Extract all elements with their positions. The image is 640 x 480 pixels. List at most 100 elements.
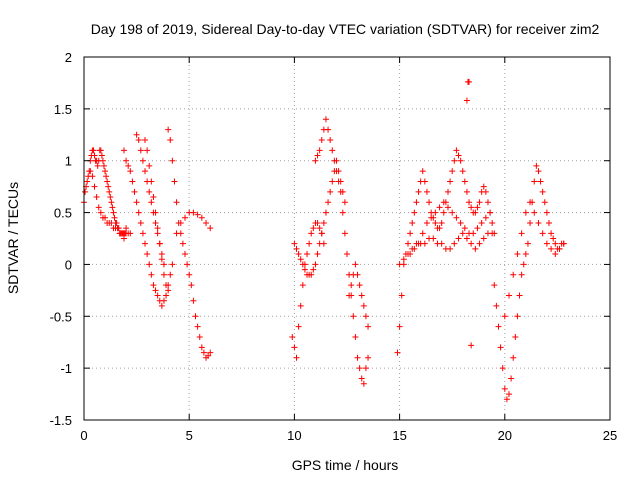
data-point bbox=[190, 209, 197, 216]
data-point bbox=[98, 152, 105, 159]
data-point bbox=[131, 188, 138, 195]
data-point bbox=[190, 297, 197, 304]
data-point bbox=[497, 344, 504, 351]
data-point bbox=[432, 219, 439, 226]
x-tick-label: 20 bbox=[498, 428, 512, 443]
data-point bbox=[97, 209, 104, 216]
data-point bbox=[207, 225, 214, 232]
data-point bbox=[123, 225, 130, 232]
data-point bbox=[150, 194, 157, 201]
data-point bbox=[325, 199, 332, 206]
data-point bbox=[93, 194, 100, 201]
data-point bbox=[400, 256, 407, 263]
data-point bbox=[158, 251, 165, 258]
data-point bbox=[188, 282, 195, 289]
data-point bbox=[310, 225, 317, 232]
data-point bbox=[123, 157, 130, 164]
data-point bbox=[135, 136, 142, 143]
data-point bbox=[421, 178, 428, 185]
data-point bbox=[125, 162, 132, 169]
data-point bbox=[104, 178, 111, 185]
data-point bbox=[506, 391, 513, 398]
data-point bbox=[522, 209, 529, 216]
data-point bbox=[139, 157, 146, 164]
data-point bbox=[413, 199, 420, 206]
data-point bbox=[173, 230, 180, 237]
data-point bbox=[308, 271, 315, 278]
data-point bbox=[543, 240, 550, 247]
data-point bbox=[415, 240, 422, 247]
data-point bbox=[411, 209, 418, 216]
data-point bbox=[95, 204, 102, 211]
data-point bbox=[539, 230, 546, 237]
data-point bbox=[344, 251, 350, 258]
data-point bbox=[438, 240, 445, 247]
data-point bbox=[461, 178, 468, 185]
data-point bbox=[173, 199, 180, 206]
data-point bbox=[120, 147, 127, 154]
data-point bbox=[545, 219, 552, 226]
y-tick-label: 0.5 bbox=[54, 206, 72, 221]
data-point bbox=[156, 240, 163, 247]
data-point bbox=[489, 219, 496, 226]
y-tick-label: -1.5 bbox=[50, 413, 72, 428]
data-point bbox=[451, 157, 458, 164]
data-point bbox=[449, 168, 456, 175]
data-point bbox=[89, 173, 96, 180]
data-point bbox=[312, 157, 319, 164]
data-point bbox=[487, 209, 494, 216]
data-point bbox=[362, 365, 369, 372]
data-point bbox=[142, 136, 149, 143]
data-point bbox=[508, 375, 515, 382]
data-point bbox=[360, 302, 367, 309]
data-point bbox=[472, 209, 479, 216]
data-point bbox=[312, 261, 319, 268]
data-point bbox=[461, 225, 468, 232]
data-point bbox=[306, 240, 313, 247]
data-point bbox=[148, 271, 155, 278]
data-point bbox=[468, 240, 475, 247]
y-tick-label: 2 bbox=[65, 50, 72, 65]
data-point bbox=[142, 240, 149, 247]
data-point bbox=[466, 78, 473, 85]
data-point bbox=[154, 225, 161, 232]
data-point bbox=[335, 178, 342, 185]
data-point bbox=[198, 214, 205, 221]
data-point bbox=[327, 136, 334, 143]
data-point bbox=[327, 188, 334, 195]
data-point bbox=[181, 214, 188, 221]
data-point bbox=[186, 271, 193, 278]
data-point bbox=[468, 204, 475, 211]
data-point bbox=[316, 225, 323, 232]
data-point bbox=[144, 147, 151, 154]
data-point bbox=[440, 199, 447, 206]
data-point bbox=[396, 323, 403, 330]
data-point bbox=[205, 352, 212, 359]
data-point bbox=[341, 199, 348, 206]
data-point bbox=[200, 349, 207, 356]
data-point bbox=[514, 251, 521, 258]
data-point bbox=[154, 292, 161, 299]
data-point bbox=[503, 396, 510, 403]
data-point bbox=[84, 178, 91, 185]
data-point bbox=[436, 204, 443, 211]
data-point bbox=[181, 251, 188, 258]
data-point bbox=[527, 219, 534, 226]
data-point bbox=[415, 188, 422, 195]
data-point bbox=[480, 235, 487, 242]
data-point bbox=[113, 219, 120, 226]
data-point bbox=[438, 219, 445, 226]
data-point bbox=[154, 230, 161, 237]
data-point bbox=[192, 313, 199, 320]
data-point bbox=[152, 209, 159, 216]
data-point bbox=[365, 354, 372, 361]
x-tick-label: 25 bbox=[603, 428, 617, 443]
grid-layer bbox=[84, 57, 610, 420]
data-point bbox=[314, 219, 321, 226]
data-point bbox=[428, 214, 435, 221]
data-point bbox=[310, 266, 317, 273]
data-point bbox=[463, 97, 470, 104]
data-point bbox=[531, 209, 538, 216]
data-point bbox=[451, 240, 458, 247]
data-point bbox=[308, 230, 315, 237]
